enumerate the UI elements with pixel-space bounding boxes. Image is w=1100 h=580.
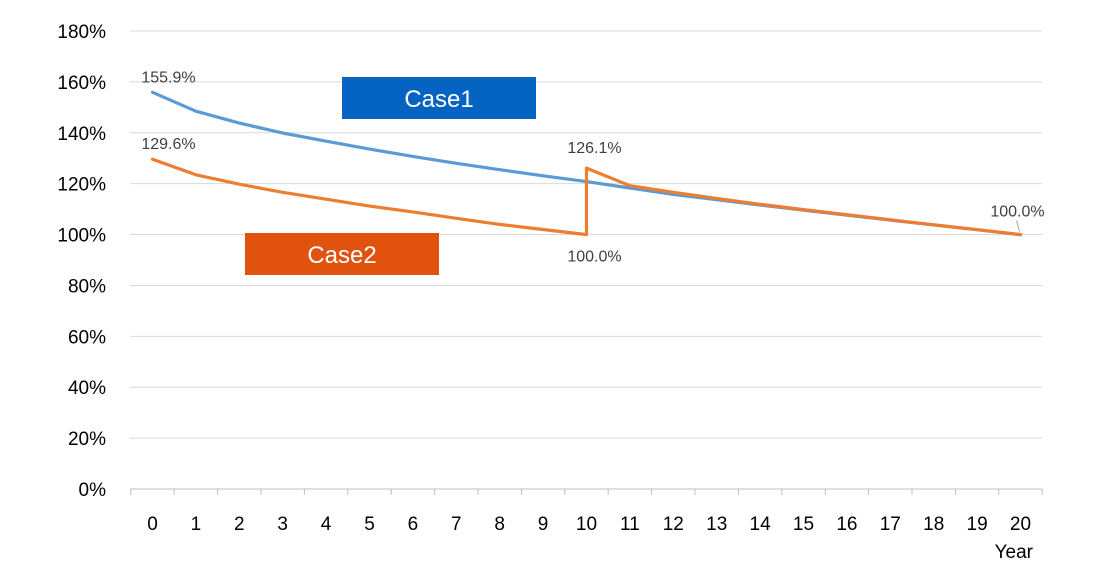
- x-tick-label: 14: [750, 514, 772, 535]
- x-tick-label: 9: [538, 514, 549, 535]
- annotation-case2: Case2: [245, 233, 439, 275]
- x-tick-label: 13: [706, 514, 727, 535]
- y-axis-ticks: 0% 20% 40% 60% 80% 100% 120% 140% 160% 180%: [57, 22, 106, 501]
- y-tick-label: 120%: [57, 175, 106, 196]
- data-label: 155.9%: [141, 69, 195, 86]
- data-labels: 155.9% 129.6% 126.1% 100.0% 100.0%: [141, 69, 1044, 265]
- series-lines: [150, 90, 1023, 237]
- x-tick-label: 6: [408, 514, 419, 535]
- case-annotations: Case1 Case2: [245, 77, 536, 275]
- data-label: 126.1%: [567, 140, 621, 157]
- data-label-leader: [1016, 220, 1020, 232]
- annotation-box: [245, 233, 439, 275]
- series-line-case2: [150, 157, 1023, 237]
- y-tick-label: 20%: [68, 429, 106, 450]
- x-tick-label: 1: [191, 514, 202, 535]
- y-tick-label: 180%: [57, 22, 106, 43]
- x-tick-label: 19: [967, 514, 988, 535]
- x-tick-label: 3: [277, 514, 288, 535]
- x-tick-label: 20: [1010, 514, 1031, 535]
- y-tick-label: 0%: [79, 480, 107, 501]
- x-tick-label: 2: [234, 514, 245, 535]
- x-tick-label: 5: [364, 514, 375, 535]
- x-tick-label: 0: [147, 514, 158, 535]
- x-tick-label: 17: [880, 514, 901, 535]
- annotation-label: Case2: [307, 242, 376, 269]
- x-tick-label: 4: [321, 514, 332, 535]
- x-tick-label: 16: [836, 514, 857, 535]
- x-tick-label: 12: [663, 514, 684, 535]
- y-tick-label: 160%: [57, 73, 106, 94]
- annotation-box: [342, 77, 536, 119]
- annotation-label: Case1: [404, 86, 473, 113]
- data-label: 129.6%: [141, 136, 195, 153]
- x-tick-label: 18: [923, 514, 944, 535]
- x-tick-label: 7: [451, 514, 462, 535]
- y-tick-label: 40%: [68, 378, 106, 399]
- y-tick-label: 80%: [68, 276, 106, 297]
- y-tick-label: 60%: [68, 327, 106, 348]
- annotation-case1: Case1: [342, 77, 536, 119]
- x-tick-label: 11: [620, 514, 640, 535]
- x-axis-title: Year: [995, 542, 1034, 563]
- x-axis: 0 1 2 3 4 5 6 7 8 9 10 11 12 13 14 15 16 17 18 19 20: [130, 488, 1043, 535]
- data-label: 100.0%: [990, 204, 1044, 221]
- y-tick-label: 100%: [57, 226, 106, 247]
- y-tick-label: 140%: [57, 124, 106, 145]
- data-label: 100.0%: [567, 249, 621, 266]
- x-tick-label: 15: [793, 514, 814, 535]
- x-tick-label: 10: [576, 514, 597, 535]
- x-tick-label: 8: [494, 514, 505, 535]
